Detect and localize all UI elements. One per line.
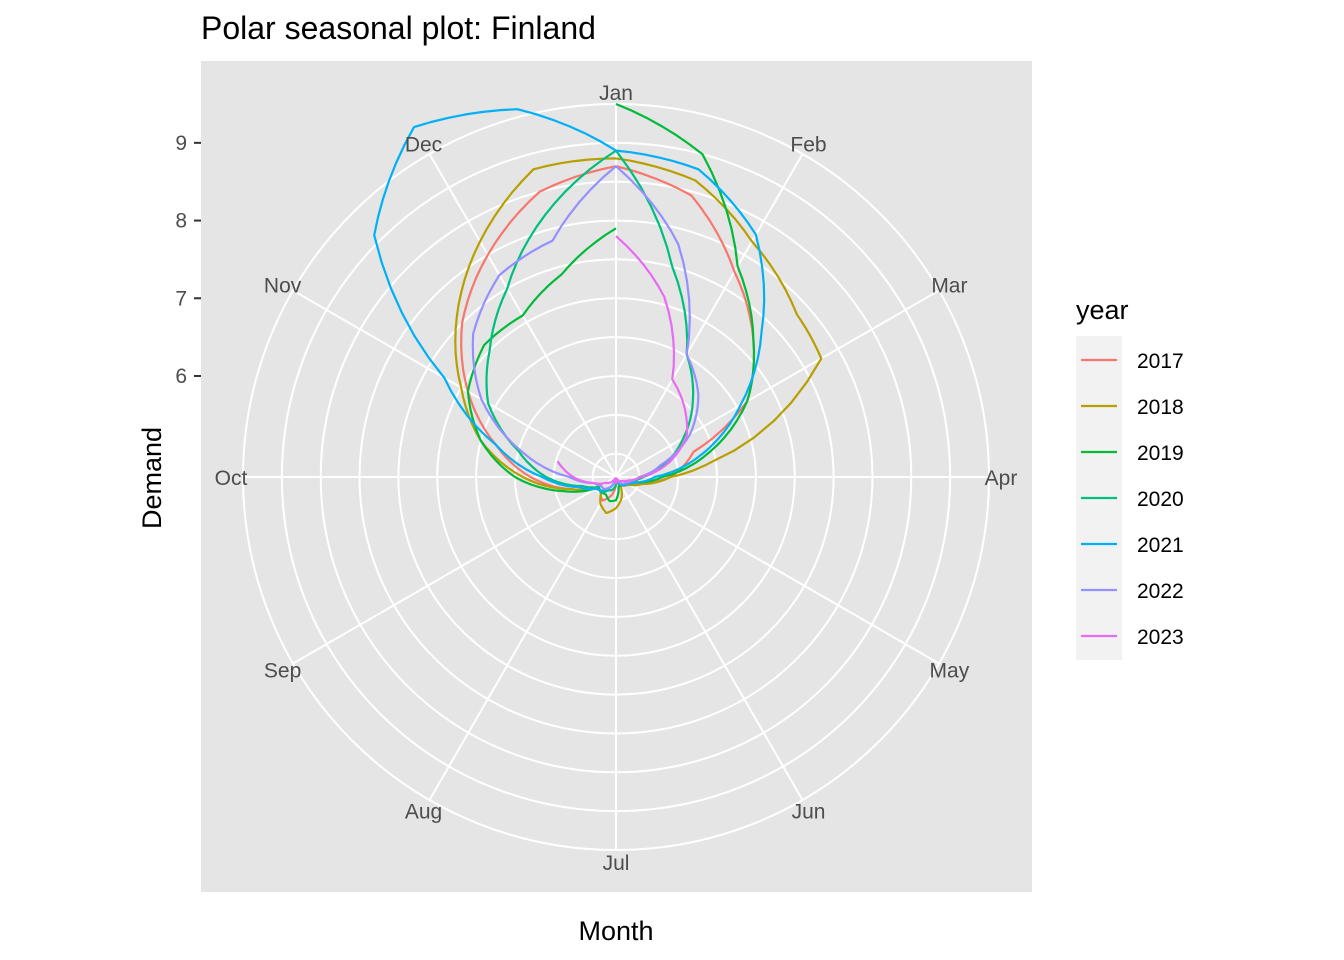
- series-line-2020: [485, 149, 695, 494]
- month-label-jul: Jul: [603, 852, 630, 875]
- spoke-mar: [615, 289, 940, 478]
- r-tick-label-6: 6: [175, 365, 187, 388]
- legend-label-2017: 2017: [1137, 350, 1184, 373]
- x-axis-title: Month: [578, 916, 653, 946]
- legend-label-2018: 2018: [1137, 396, 1184, 419]
- legend-label-2019: 2019: [1137, 442, 1184, 465]
- month-label-aug: Aug: [405, 800, 442, 823]
- r-tick-label-7: 7: [175, 287, 187, 310]
- month-label-may: May: [930, 660, 970, 683]
- spoke-sep: [292, 476, 617, 665]
- series-line-2018: [454, 157, 823, 515]
- radial-ticks: 6 7 8 9: [175, 132, 201, 388]
- month-label-feb: Feb: [790, 134, 826, 157]
- month-label-jun: Jun: [792, 800, 826, 823]
- legend-label-2021: 2021: [1137, 534, 1184, 557]
- chart-title: Polar seasonal plot: Finland: [201, 10, 596, 46]
- series-line-2019: [466, 102, 756, 503]
- spoke-may: [615, 476, 940, 665]
- spoke-feb: [615, 153, 804, 478]
- month-label-mar: Mar: [931, 275, 967, 298]
- spoke-aug: [428, 476, 617, 801]
- month-label-nov: Nov: [264, 275, 302, 298]
- legend-label-2023: 2023: [1137, 626, 1184, 649]
- spoke-jun: [615, 476, 804, 801]
- series-layer: [373, 102, 823, 515]
- spoke-nov: [292, 289, 617, 478]
- legend-label-2020: 2020: [1137, 488, 1184, 511]
- legend: 2017 2018 2019 2020 2021 2022 2023: [1076, 336, 1184, 660]
- r-tick-label-9: 9: [175, 132, 187, 155]
- month-label-apr: Apr: [985, 467, 1018, 490]
- legend-title: year: [1076, 295, 1129, 325]
- r-tick-label-8: 8: [175, 210, 187, 233]
- month-label-sep: Sep: [264, 660, 301, 683]
- month-labels: Jan Feb Mar Apr May Jun Jul Aug Sep Oct Nov Dec: [215, 82, 1018, 875]
- series-line-2023: [556, 235, 689, 485]
- legend-label-2022: 2022: [1137, 580, 1184, 603]
- month-label-dec: Dec: [405, 134, 442, 157]
- month-label-jan: Jan: [599, 82, 633, 105]
- month-label-oct: Oct: [215, 467, 248, 490]
- y-axis-title: Demand: [137, 427, 167, 529]
